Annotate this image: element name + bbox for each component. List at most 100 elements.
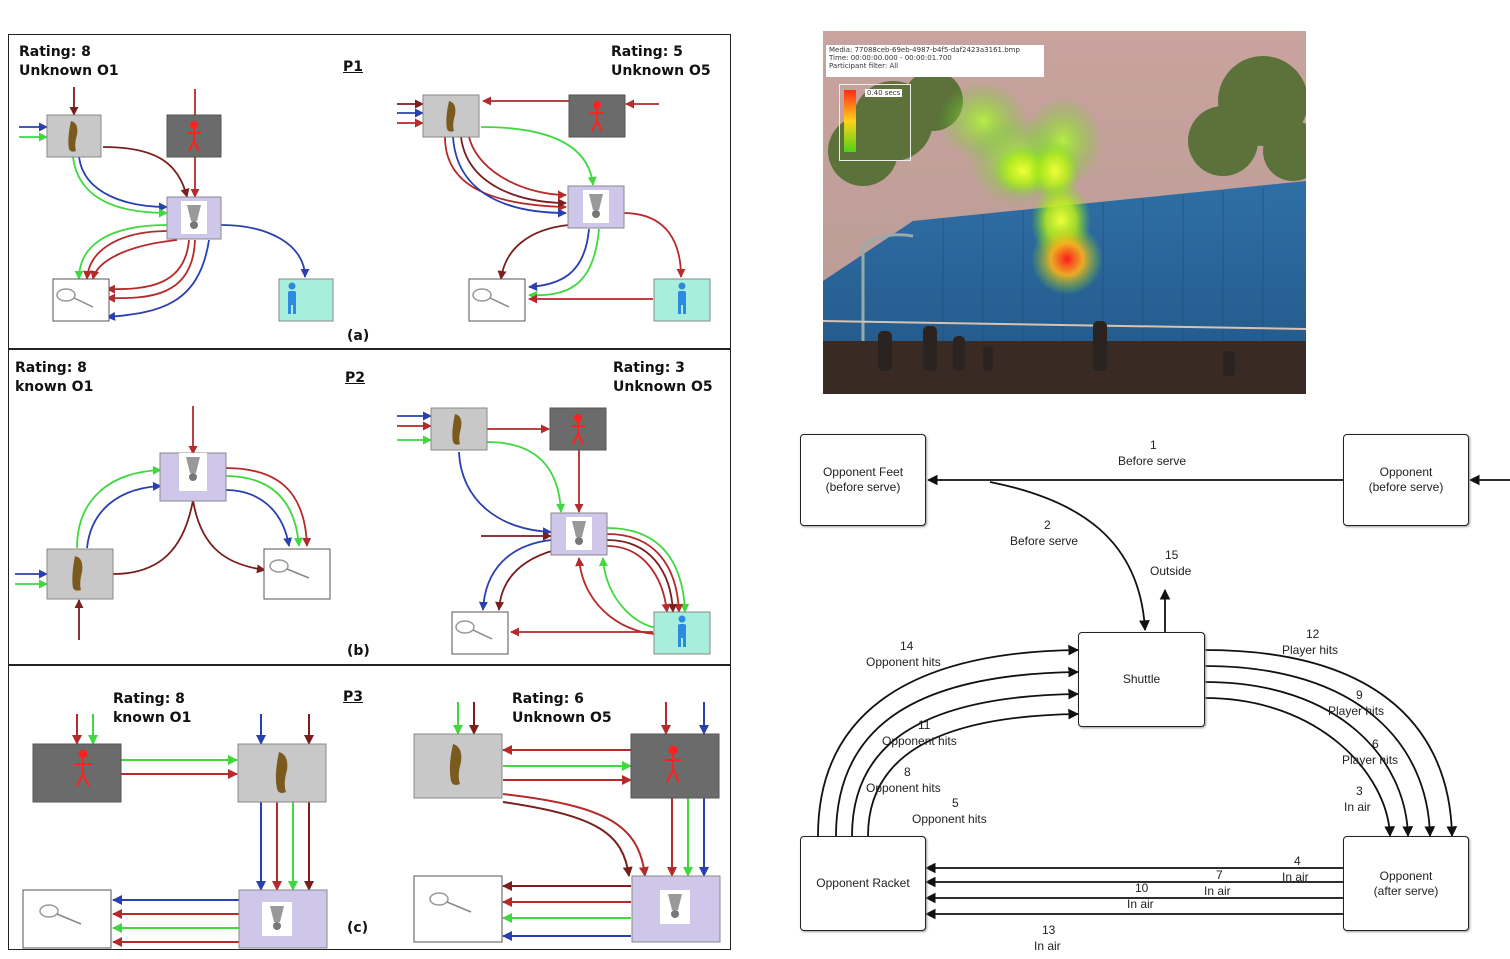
- person-red-icon: [74, 749, 92, 787]
- edge-9-num: 9: [1356, 688, 1363, 702]
- panel-p3: Rating: 8 known O1 P3 Rating: 6 Unknown …: [8, 665, 731, 950]
- edge-11-label: Opponent hits: [882, 734, 957, 748]
- p1-panel-title: P1: [343, 59, 364, 75]
- heatmap-scene: [823, 31, 1306, 394]
- edge-11-num: 11: [918, 718, 931, 732]
- footprint-icon: [449, 744, 462, 785]
- racket-icon: [455, 620, 493, 640]
- p3-right-shuttle-box: [631, 875, 721, 943]
- racket-icon: [429, 892, 472, 913]
- p3-left-arrows: [72, 714, 314, 947]
- p1-left-rating: Rating: 8: [19, 44, 91, 60]
- trees: [828, 56, 1306, 186]
- edge-10-label: In air: [1127, 897, 1154, 911]
- person-red-icon: [571, 414, 585, 445]
- lamp-post: [861, 233, 914, 391]
- p3-caption: (c): [347, 920, 369, 936]
- person-red-icon: [590, 101, 604, 132]
- p1-right-arrows: [397, 96, 686, 304]
- p1-right-observer: Unknown O5: [611, 63, 711, 79]
- racket-icon: [39, 904, 82, 925]
- racket-icon: [56, 288, 94, 308]
- panel-p1: Rating: 8 Unknown O1 P1 Rating: 5 Unknow…: [8, 34, 731, 349]
- node-opponent-feet: Opponent Feet (before serve): [800, 434, 926, 526]
- p3-right-racket-box: [413, 875, 503, 943]
- shuttlecock-icon: [668, 894, 682, 910]
- person-blue-icon: [288, 282, 296, 314]
- p2-right-observer: Unknown O5: [613, 379, 713, 395]
- edge-6-label: Player hits: [1342, 753, 1399, 767]
- person-red-icon: [187, 121, 201, 152]
- footprint-icon: [446, 101, 456, 132]
- p2-right-arrows: [397, 411, 690, 637]
- p3-left-rating: Rating: 8: [113, 691, 185, 707]
- edge-14-label: Opponent hits: [866, 655, 941, 669]
- p2-diagram: [15, 406, 711, 655]
- edge-12-label: Player hits: [1282, 643, 1339, 657]
- edge-1-num: 1: [1150, 438, 1157, 452]
- footprint-icon: [72, 556, 83, 591]
- p3-left-person-box: [32, 743, 122, 803]
- heatmap-legend: 0.40 secs: [839, 84, 911, 161]
- shuttlecock-icon: [187, 205, 201, 221]
- footprint-icon: [275, 752, 288, 793]
- person-blue-icon: [678, 282, 686, 314]
- p1-left-observer: Unknown O1: [19, 63, 119, 79]
- heatmap-legend-bar: [844, 90, 856, 152]
- heatmap-media: Media: 77088ceb-69eb-4987-b4f5-daf2423a3…: [829, 46, 1020, 54]
- footprint-icon: [68, 121, 78, 152]
- shuttlecock-icon: [572, 521, 586, 537]
- racket-icon: [472, 288, 510, 308]
- edge-1-label: Before serve: [1118, 454, 1187, 468]
- racket-icon: [269, 559, 310, 579]
- p2-left-rating: Rating: 8: [15, 360, 87, 376]
- shuttlecock-icon: [589, 194, 603, 210]
- heat-spots: [938, 81, 1103, 295]
- edge-4-label: In air: [1282, 870, 1309, 884]
- edge-2-label: Before serve: [1010, 534, 1079, 548]
- p1-diagram: [19, 87, 711, 322]
- footprint-icon: [452, 414, 462, 445]
- person-blue-icon: [678, 615, 686, 647]
- p1-left-arrows: [19, 87, 310, 321]
- shuttlecock-icon: [270, 906, 284, 922]
- p3-diagram: [22, 702, 721, 949]
- edge-5-label: Opponent hits: [912, 812, 987, 826]
- edge-8-label: Opponent hits: [866, 781, 941, 795]
- p3-left-observer: known O1: [113, 710, 192, 726]
- node-opponent-before-serve: Opponent (before serve): [1343, 434, 1469, 526]
- edge-7-label: In air: [1204, 884, 1231, 898]
- edge-8-num: 8: [904, 765, 911, 779]
- p3-right-observer: Unknown O5: [512, 710, 612, 726]
- p2-caption: (b): [347, 643, 370, 659]
- p3-right-person-box: [630, 733, 720, 799]
- p3-left-racket-box: [22, 889, 112, 949]
- edge-3-label: In air: [1344, 800, 1371, 814]
- node-shuttle: Shuttle: [1078, 632, 1205, 727]
- person-red-icon: [664, 745, 682, 783]
- p1-right-rating: Rating: 5: [611, 44, 683, 60]
- edge-15-label: Outside: [1150, 564, 1192, 578]
- edge-7-num: 7: [1216, 868, 1223, 882]
- p2-panel-title: P2: [345, 370, 366, 386]
- p2-left-racket-box: [263, 548, 331, 600]
- edge-12-num: 12: [1306, 627, 1320, 641]
- p2-left-observer: known O1: [15, 379, 94, 395]
- edge-3-num: 3: [1356, 784, 1363, 798]
- gaze-heatmap-photo: Media: 77088ceb-69eb-4987-b4f5-daf2423a3…: [823, 31, 1306, 394]
- edge-5-num: 5: [952, 796, 959, 810]
- heatmap-filter: Participant filter: All: [829, 62, 899, 70]
- heatmap-info-box: Media: 77088ceb-69eb-4987-b4f5-daf2423a3…: [826, 45, 1044, 77]
- p3-right-feet-box: [413, 733, 503, 799]
- node-opponent-racket: Opponent Racket: [800, 836, 926, 931]
- edge-6-num: 6: [1372, 737, 1379, 751]
- p3-panel-title: P3: [343, 689, 364, 705]
- edge-15-num: 15: [1165, 548, 1179, 562]
- p3-right-arrows: [453, 702, 709, 941]
- edge-14-num: 14: [900, 639, 914, 653]
- node-opponent-after-serve: Opponent (after serve): [1343, 836, 1469, 931]
- edge-13-label: In air: [1034, 939, 1061, 953]
- heatmap-time: Time: 00:00:00.000 - 00:00:01.700: [829, 54, 952, 62]
- p2-right-rating: Rating: 3: [613, 360, 685, 376]
- edge-9-label: Player hits: [1328, 704, 1385, 718]
